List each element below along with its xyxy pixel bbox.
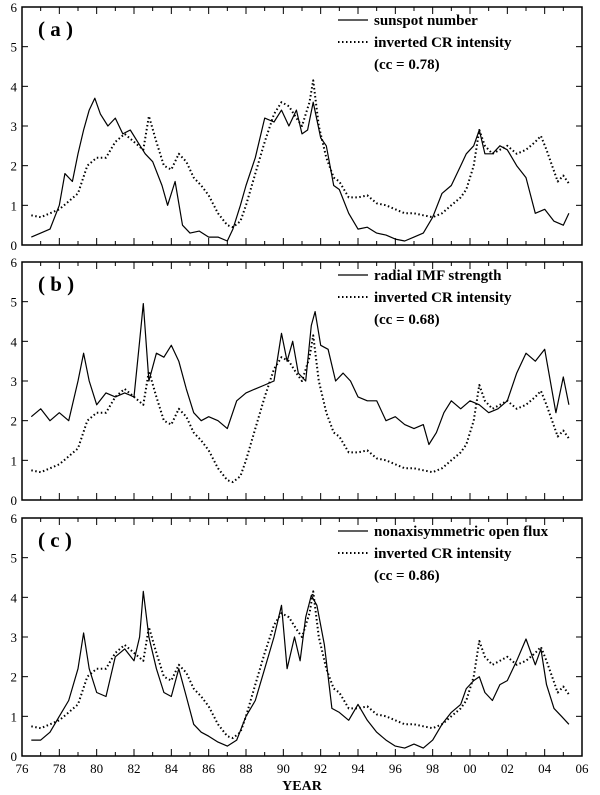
series-line-dotted: [31, 590, 570, 740]
series-line-solid: [30, 303, 570, 446]
x-tick-label: 04: [538, 761, 552, 776]
correlation-coefficient: (cc = 0.68): [374, 312, 440, 328]
y-tick-label: 0: [11, 238, 18, 253]
y-tick-label: 6: [11, 255, 18, 270]
series-line-solid: [31, 97, 570, 242]
x-tick-label: 90: [277, 761, 290, 776]
y-tick-label: 2: [11, 414, 18, 429]
x-tick-label: 92: [314, 761, 327, 776]
x-tick-label: 84: [165, 761, 179, 776]
correlation-coefficient: (cc = 0.86): [374, 568, 440, 584]
panel-label: ( c ): [38, 528, 72, 552]
series-line-solid: [31, 590, 570, 749]
x-tick-label: 96: [389, 761, 403, 776]
x-tick-label: 00: [464, 761, 477, 776]
x-tick-label: 02: [501, 761, 514, 776]
legend-entry: nonaxisymmetric open flux: [374, 524, 549, 540]
panel-label: ( b ): [38, 272, 74, 296]
y-tick-label: 2: [11, 670, 18, 685]
y-tick-label: 6: [11, 0, 18, 15]
legend-entry: inverted CR intensity: [374, 290, 512, 306]
y-tick-label: 1: [11, 709, 18, 724]
y-tick-label: 1: [11, 198, 18, 213]
y-tick-label: 4: [11, 590, 18, 605]
x-tick-label: 78: [53, 761, 66, 776]
y-tick-label: 5: [11, 551, 18, 566]
panel-label: ( a ): [38, 17, 73, 41]
x-tick-label: 82: [128, 761, 141, 776]
legend-entry: sunspot number: [374, 13, 478, 29]
legend-entry: inverted CR intensity: [374, 546, 512, 562]
y-tick-label: 5: [11, 295, 18, 310]
x-tick-label: 88: [240, 761, 253, 776]
y-tick-label: 3: [11, 630, 18, 645]
legend-entry: radial IMF strength: [374, 268, 502, 284]
correlation-coefficient: (cc = 0.78): [374, 57, 440, 73]
x-tick-label: 98: [426, 761, 439, 776]
y-tick-label: 0: [11, 749, 18, 764]
y-tick-label: 4: [11, 79, 18, 94]
x-tick-label: 86: [202, 761, 216, 776]
y-tick-label: 6: [11, 511, 18, 526]
y-tick-label: 4: [11, 334, 18, 349]
y-tick-label: 0: [11, 493, 18, 508]
x-axis-label: YEAR: [282, 779, 323, 794]
x-tick-label: 76: [16, 761, 30, 776]
x-tick-label: 80: [90, 761, 103, 776]
x-tick-label: 94: [352, 761, 366, 776]
series-line-dotted: [31, 334, 570, 484]
y-tick-label: 3: [11, 374, 18, 389]
series-line-dotted: [31, 79, 570, 229]
y-tick-label: 1: [11, 453, 18, 468]
x-tick-label: 06: [576, 761, 590, 776]
y-tick-label: 3: [11, 119, 18, 134]
y-tick-label: 5: [11, 40, 18, 55]
legend-entry: inverted CR intensity: [374, 35, 512, 51]
y-tick-label: 2: [11, 159, 18, 174]
